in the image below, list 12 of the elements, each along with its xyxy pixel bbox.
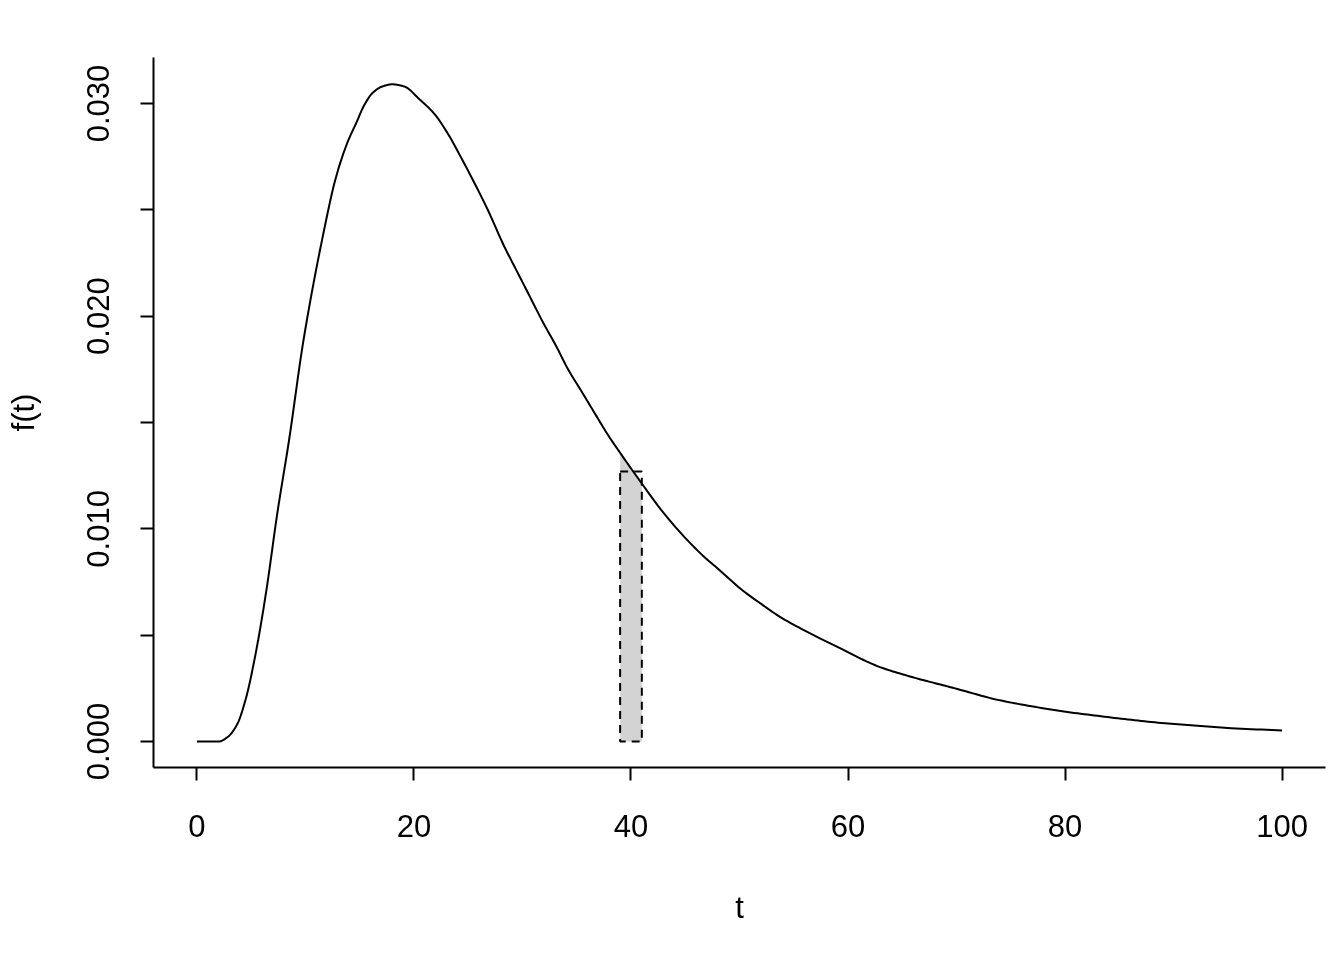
y-tick-label: 0.010 (81, 490, 117, 568)
y-tick-label: 0.030 (81, 64, 117, 143)
x-tick-label: 0 (188, 808, 206, 844)
x-axis-title: t (735, 889, 745, 925)
y-tick-label: 0.000 (81, 702, 117, 781)
y-axis-title: f(t) (5, 393, 41, 432)
x-tick-label: 20 (396, 808, 432, 844)
y-tick-label: 0.020 (81, 277, 117, 355)
x-tick-label: 60 (830, 808, 866, 844)
x-tick-label: 40 (613, 808, 649, 844)
x-tick-label: 80 (1047, 808, 1083, 844)
x-tick-label: 100 (1256, 808, 1308, 844)
